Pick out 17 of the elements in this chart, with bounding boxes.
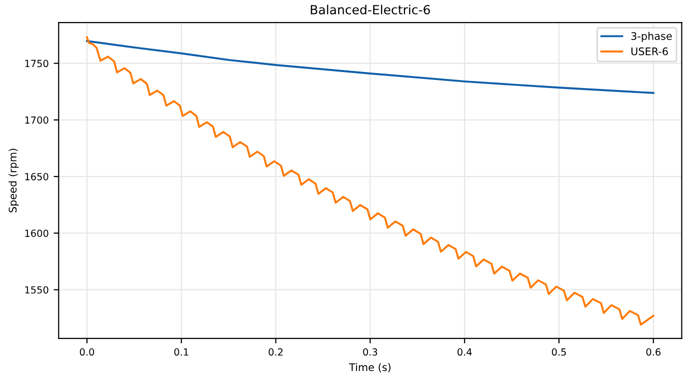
y-tick-label: 1650 <box>25 172 48 180</box>
x-tick-label: 0.1 <box>174 348 188 356</box>
x-axis-title: Time (s) <box>348 363 390 372</box>
y-axis-title: Speed (rpm) <box>8 148 19 212</box>
x-tick-label: 0.3 <box>363 348 378 356</box>
y-tick-label: 1700 <box>25 116 48 124</box>
chart-title: Balanced-Electric-6 <box>310 4 430 14</box>
x-tick-label: 0.0 <box>80 348 94 356</box>
y-tick-label: 1550 <box>25 286 48 294</box>
x-tick-label: 0.4 <box>458 348 472 356</box>
x-tick-label: 0.5 <box>552 348 566 356</box>
x-tick-label: 0.2 <box>268 348 283 356</box>
legend-label: 3-phase <box>631 32 672 42</box>
legend-label: USER-6 <box>631 47 668 56</box>
y-tick-label: 1600 <box>25 230 48 237</box>
y-tick-label: 1750 <box>25 60 48 68</box>
x-tick-label: 0.6 <box>646 348 661 356</box>
